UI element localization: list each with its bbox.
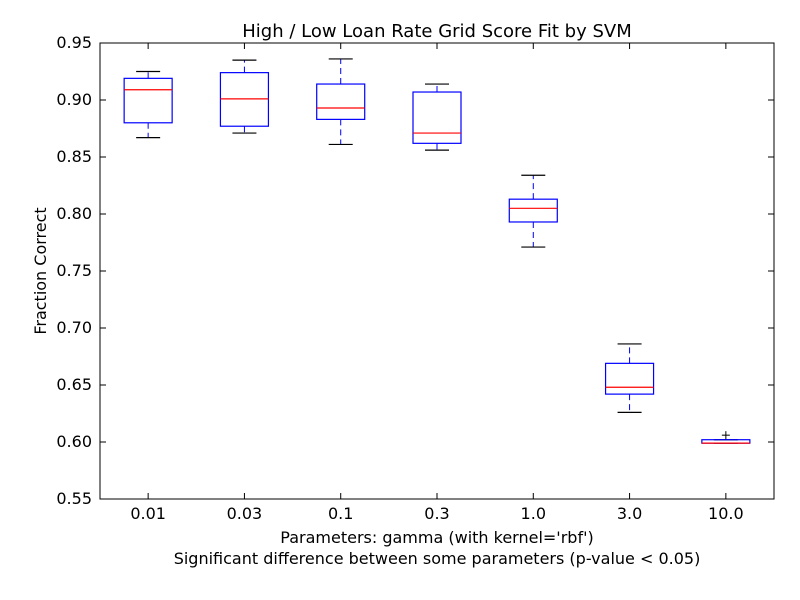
x-tick-label: 0.3 <box>424 504 449 523</box>
box-body <box>412 91 462 144</box>
x-tick-label: 0.03 <box>227 504 263 523</box>
chart-title: High / Low Loan Rate Grid Score Fit by S… <box>242 21 631 42</box>
y-tick-label: 0.70 <box>56 318 92 337</box>
x-axis-label: Parameters: gamma (with kernel='rbf') <box>280 528 593 547</box>
y-tick-label: 0.80 <box>56 204 92 223</box>
y-tick-label: 0.90 <box>56 90 92 109</box>
x-tick-label: 10.0 <box>708 504 744 523</box>
x-tick-label: 0.1 <box>328 504 353 523</box>
y-tick-label: 0.65 <box>56 375 92 394</box>
x-tick-label: 0.01 <box>130 504 166 523</box>
box-body <box>508 198 558 223</box>
x-tick-label: 1.0 <box>521 504 546 523</box>
y-tick-label: 0.55 <box>56 489 92 508</box>
y-tick-label: 0.95 <box>56 33 92 52</box>
box-body <box>123 77 173 124</box>
x-tick-label: 3.0 <box>617 504 642 523</box>
y-tick-label: 0.85 <box>56 147 92 166</box>
y-tick-label: 0.60 <box>56 432 92 451</box>
y-tick-label: 0.75 <box>56 261 92 280</box>
y-axis-label: Fraction Correct <box>31 207 50 334</box>
x-axis-caption: Significant difference between some para… <box>174 549 701 568</box>
box-body <box>316 83 366 120</box>
box-body <box>604 362 655 395</box>
plot-area: 0.55 0.60 0.65 0.70 0.75 0.80 0.85 0.90 0.95 0.01… <box>56 33 775 523</box>
